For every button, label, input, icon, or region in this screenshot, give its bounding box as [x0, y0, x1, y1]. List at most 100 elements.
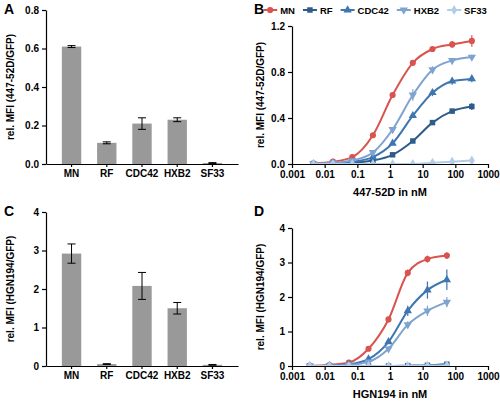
error-cap [173, 314, 181, 315]
y-axis: 0.00.20.40.60.8 [25, 5, 46, 170]
marker [346, 361, 352, 366]
tick: 1 [279, 326, 292, 337]
tick-mark [292, 164, 293, 168]
panel-title: A [4, 1, 14, 17]
tick-mark [42, 87, 46, 88]
tick: CDC42 [126, 366, 159, 381]
marker [410, 159, 416, 164]
legend-item: SF33 [447, 5, 487, 16]
marker [326, 361, 332, 366]
tick-mark [42, 48, 46, 49]
tick: HXB2 [164, 366, 191, 381]
tick: RF [100, 164, 113, 179]
tick-label: 1 [388, 371, 394, 382]
marker [385, 316, 391, 322]
marker [444, 360, 450, 366]
legend: MNRFCDC42HXB2SF33 [263, 5, 487, 16]
error-stem [71, 244, 72, 263]
legend-marker [343, 5, 351, 12]
tick-label: 100 [447, 371, 464, 382]
legend-marker [307, 7, 312, 12]
error-cap [103, 143, 111, 144]
tick-label: SF33 [201, 168, 225, 179]
tick-mark [288, 72, 292, 73]
tick-mark [288, 164, 292, 165]
tick: 0.1 [351, 366, 365, 382]
tick-label: 0.6 [25, 43, 39, 54]
tick-label: 0.01 [315, 169, 335, 180]
tick-mark [423, 164, 424, 168]
series-line [313, 41, 471, 163]
error-stem [142, 118, 143, 130]
tick-label: 1 [279, 326, 285, 337]
marker [430, 120, 435, 125]
tick-label: 10 [418, 169, 430, 180]
error-cap [208, 162, 216, 163]
panel: MNRFCDC42HXB2SF3301234 [33, 207, 238, 381]
tick-label: 0.8 [271, 67, 285, 78]
legend-label: MN [280, 5, 295, 16]
tick-label: 0.4 [271, 113, 285, 124]
marker [389, 92, 395, 98]
tick-label: 1000 [477, 371, 500, 382]
tick-label: MN [64, 370, 80, 381]
tick-mark [288, 26, 292, 27]
tick-mark [71, 366, 72, 369]
tick-mark [288, 297, 292, 298]
tick: 0 [33, 361, 46, 372]
series-line [310, 280, 447, 366]
tick-mark [42, 289, 46, 290]
y-axis-title: rel. MFI (447-52D/GFP) [255, 42, 266, 148]
tick-mark [357, 164, 358, 168]
bar [62, 47, 81, 164]
marker [468, 74, 476, 81]
marker [428, 88, 436, 95]
error-cap [68, 45, 76, 46]
tick-label: 0.1 [351, 169, 365, 180]
tick: 1 [388, 164, 394, 180]
tick: 0.6 [25, 43, 46, 54]
tick: 0.8 [25, 5, 46, 16]
marker [388, 127, 396, 134]
tick-label: 4 [33, 207, 39, 218]
error-cap [103, 141, 111, 142]
x-axis-title: 447-52D in nM [353, 186, 427, 198]
bar [203, 365, 222, 366]
tick-mark [288, 118, 292, 119]
marker [307, 361, 313, 366]
y-axis-title: rel. MFI (HGN194/GFP) [255, 244, 266, 351]
y-axis-line [46, 213, 47, 367]
error-bar [103, 142, 111, 144]
tick: 1 [388, 366, 394, 382]
panel: MNRFCDC42HXB2SF330.00.20.40.60.8 [25, 5, 238, 179]
series-line [313, 107, 471, 165]
marker [469, 38, 475, 44]
marker [409, 93, 417, 100]
x-axis: 0.0010.010.11101001000 [280, 164, 500, 180]
marker [448, 76, 456, 83]
marker [370, 132, 376, 138]
tick: 0.01 [315, 366, 335, 382]
tick-label: 0.2 [25, 120, 39, 131]
tick: 2 [33, 284, 46, 295]
tick: 1.2 [271, 21, 292, 32]
plot-area [62, 46, 222, 164]
error-cap [173, 121, 181, 122]
tick-label: 0.4 [25, 82, 39, 93]
panel-title: B [254, 1, 264, 17]
series-line [310, 256, 447, 366]
tick: HXB2 [164, 164, 191, 179]
y-axis-title: rel. MFI (447-52D/GFP) [5, 34, 16, 140]
tick: 0.4 [271, 113, 292, 124]
bar [203, 163, 222, 164]
marker [443, 300, 451, 307]
tick-label: 0.1 [351, 371, 365, 382]
error-bar [173, 118, 181, 122]
y-axis: 0.00.40.81.2 [271, 21, 292, 170]
legend-label: CDC42 [358, 5, 389, 16]
legend-item: RF [303, 5, 333, 16]
tick-mark [325, 366, 326, 370]
tick: 0.4 [25, 82, 46, 93]
tick-label: 100 [447, 169, 464, 180]
error-bar [138, 272, 146, 299]
